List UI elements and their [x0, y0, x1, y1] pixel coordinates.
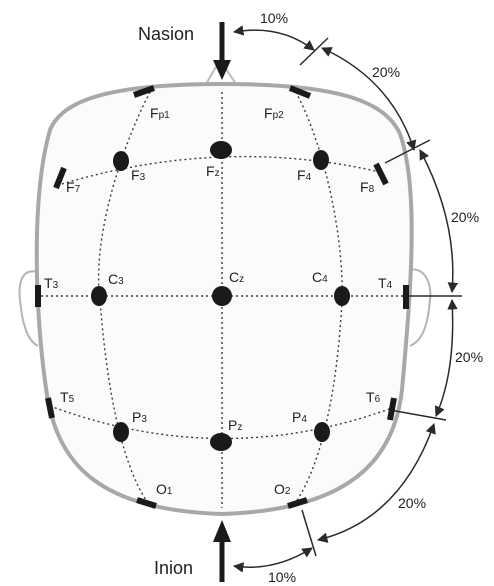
distance-label-bottom: 10%: [268, 569, 296, 585]
label-p4: P4: [292, 409, 307, 425]
label-f4: F4: [297, 167, 312, 183]
electrode-f7: [53, 166, 67, 190]
distance-label-top: 10%: [260, 10, 288, 26]
label-f8: F8: [360, 179, 375, 195]
electrode-o1: [136, 497, 157, 509]
measurement-guides: [232, 25, 462, 573]
label-t4: T4: [378, 275, 393, 291]
distance-label-upper: 20%: [372, 64, 400, 80]
electrode-o2: [287, 497, 308, 509]
label-fp1: Fp1: [150, 105, 170, 121]
label-o1: O1: [156, 481, 173, 497]
arc-20-middle-lower: [434, 298, 458, 417]
inion-label: Inion: [154, 558, 193, 578]
label-t3: T3: [44, 275, 59, 291]
tick-o2: [301, 509, 317, 557]
electrode-f3: [113, 151, 129, 171]
electrode-labels: Fp1 Fp2 F7 F3 Fz F4 F8 T3 C3 Cz C4 T4 T5…: [44, 105, 393, 497]
electrode-fz: [210, 141, 232, 159]
arc-10-bottom: [232, 547, 313, 573]
landmark-arrows: [213, 22, 231, 582]
electrode-markers: [91, 141, 350, 451]
label-p3: P3: [132, 409, 147, 425]
tick-fp2: [299, 37, 329, 66]
label-o2: O2: [274, 481, 291, 497]
label-f3: F3: [131, 167, 146, 183]
arc-20-middle-upper: [419, 149, 459, 294]
distance-label-middle-upper: 20%: [451, 209, 479, 225]
tick-t6: [389, 409, 447, 421]
arc-20-lower: [316, 423, 436, 543]
left-ear: [18, 270, 39, 347]
electrode-pz: [210, 433, 232, 451]
tick-f8: [384, 139, 431, 164]
label-fp2: Fp2: [264, 105, 284, 121]
distance-label-middle-lower: 20%: [455, 349, 483, 365]
electrode-fp2: [288, 85, 312, 99]
label-cz: Cz: [229, 269, 244, 285]
arc-20-upper: [321, 47, 417, 152]
electrode-t6: [387, 397, 397, 421]
distance-label-lower: 20%: [398, 495, 426, 511]
inion-arrowhead: [213, 520, 231, 542]
edge-electrodes: [35, 85, 409, 509]
label-t6: T6: [366, 389, 381, 405]
arc-10-top: [232, 25, 315, 51]
label-f7: F7: [66, 179, 81, 195]
electrode-p3: [113, 422, 129, 442]
electrode-cz: [212, 286, 232, 306]
label-pz: Pz: [228, 417, 242, 433]
electrode-p4: [314, 422, 330, 442]
electrode-t5: [45, 397, 55, 419]
label-c3: C3: [108, 271, 124, 287]
label-c4: C4: [312, 269, 328, 285]
nasion-arrowhead: [213, 60, 231, 80]
electrode-c4: [334, 286, 350, 306]
electrode-f4: [313, 150, 329, 170]
label-fz: Fz: [206, 163, 220, 179]
electrode-c3: [91, 286, 107, 306]
electrode-fp1: [133, 85, 155, 98]
label-t5: T5: [60, 389, 75, 405]
electrode-f8: [373, 162, 389, 186]
nasion-label: Nasion: [138, 24, 194, 44]
